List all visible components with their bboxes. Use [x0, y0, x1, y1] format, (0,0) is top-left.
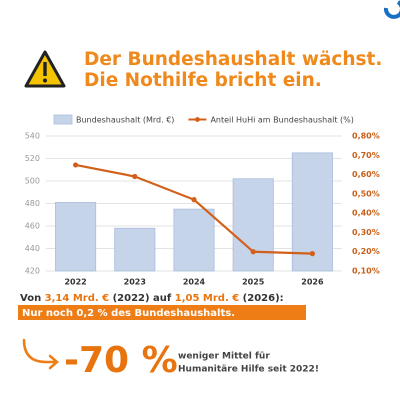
bar: [232, 178, 274, 272]
y2-tick-label: 0,20%: [352, 247, 380, 256]
title-line: Die Nothilfe bricht ein.: [84, 70, 322, 91]
y-tick-label: 480: [25, 199, 40, 208]
bar: [55, 201, 97, 272]
x-tick-label: 2023: [124, 278, 146, 287]
legend-label: Anteil HuHi am Bundeshaushalt (%): [210, 116, 353, 125]
line-point: [132, 173, 138, 180]
x-tick-label: 2026: [301, 278, 324, 287]
callout-text: Humanitäre Hilfe seit 2022!: [178, 365, 319, 375]
line-point: [250, 249, 256, 255]
callout-figure: -70 %: [64, 340, 178, 381]
callout-text: weniger Mittel für: [178, 352, 270, 362]
arrow: [22, 338, 59, 370]
line-point: [191, 197, 197, 203]
summary-figure: 1,05 Mrd. €: [175, 293, 239, 304]
y2-tick-label: 0,40%: [352, 209, 380, 218]
y-tick-label: 460: [25, 222, 40, 231]
summary-text: (2026):: [239, 293, 283, 304]
summary-text: (2022) auf: [109, 293, 175, 304]
bar: [173, 208, 215, 272]
x-tick-label: 2022: [64, 278, 86, 287]
y2-tick-label: 0,60%: [352, 170, 380, 179]
bar: [114, 227, 156, 272]
title-line: Der Bundeshaushalt wächst.: [84, 49, 382, 70]
line-point: [309, 251, 315, 257]
y2-tick-label: 0,10%: [352, 267, 380, 276]
y2-tick-label: 0,30%: [352, 228, 380, 237]
legend-swatch: [195, 117, 200, 122]
summary-figure: 3,14 Mrd. €: [45, 293, 109, 304]
y2-tick-label: 0,50%: [352, 189, 380, 198]
warning-icon: [24, 50, 66, 88]
chart: 420 440 460 480 500 520 540 0,10% 0,20% 0,30% 0,40…: [25, 114, 380, 287]
y-tick-label: 420: [25, 267, 40, 276]
summary: Von 3,14 Mrd. € (2022) auf 1,05 Mrd. € (…: [20, 293, 284, 304]
x-tick-label: 2025: [242, 278, 265, 287]
y-tick-label: 440: [25, 244, 40, 253]
x-tick-label: 2024: [183, 278, 206, 287]
y-tick-label: 540: [25, 132, 40, 141]
logo: [383, 0, 400, 19]
legend-swatch: [53, 114, 73, 125]
highlight-text: Nur noch 0,2 % des Bundeshaushalts.: [22, 308, 235, 319]
y2-tick-label: 0,70%: [352, 151, 380, 160]
y2-tick-label: 0,80%: [352, 132, 380, 141]
highlight-box: [18, 305, 306, 320]
y-tick-label: 520: [25, 154, 40, 163]
bar: [291, 152, 333, 272]
summary-text: Von: [20, 293, 45, 304]
y-tick-label: 500: [25, 177, 40, 186]
line-point: [73, 162, 79, 168]
legend-label: Bundeshaushalt (Mrd. €): [76, 116, 174, 125]
